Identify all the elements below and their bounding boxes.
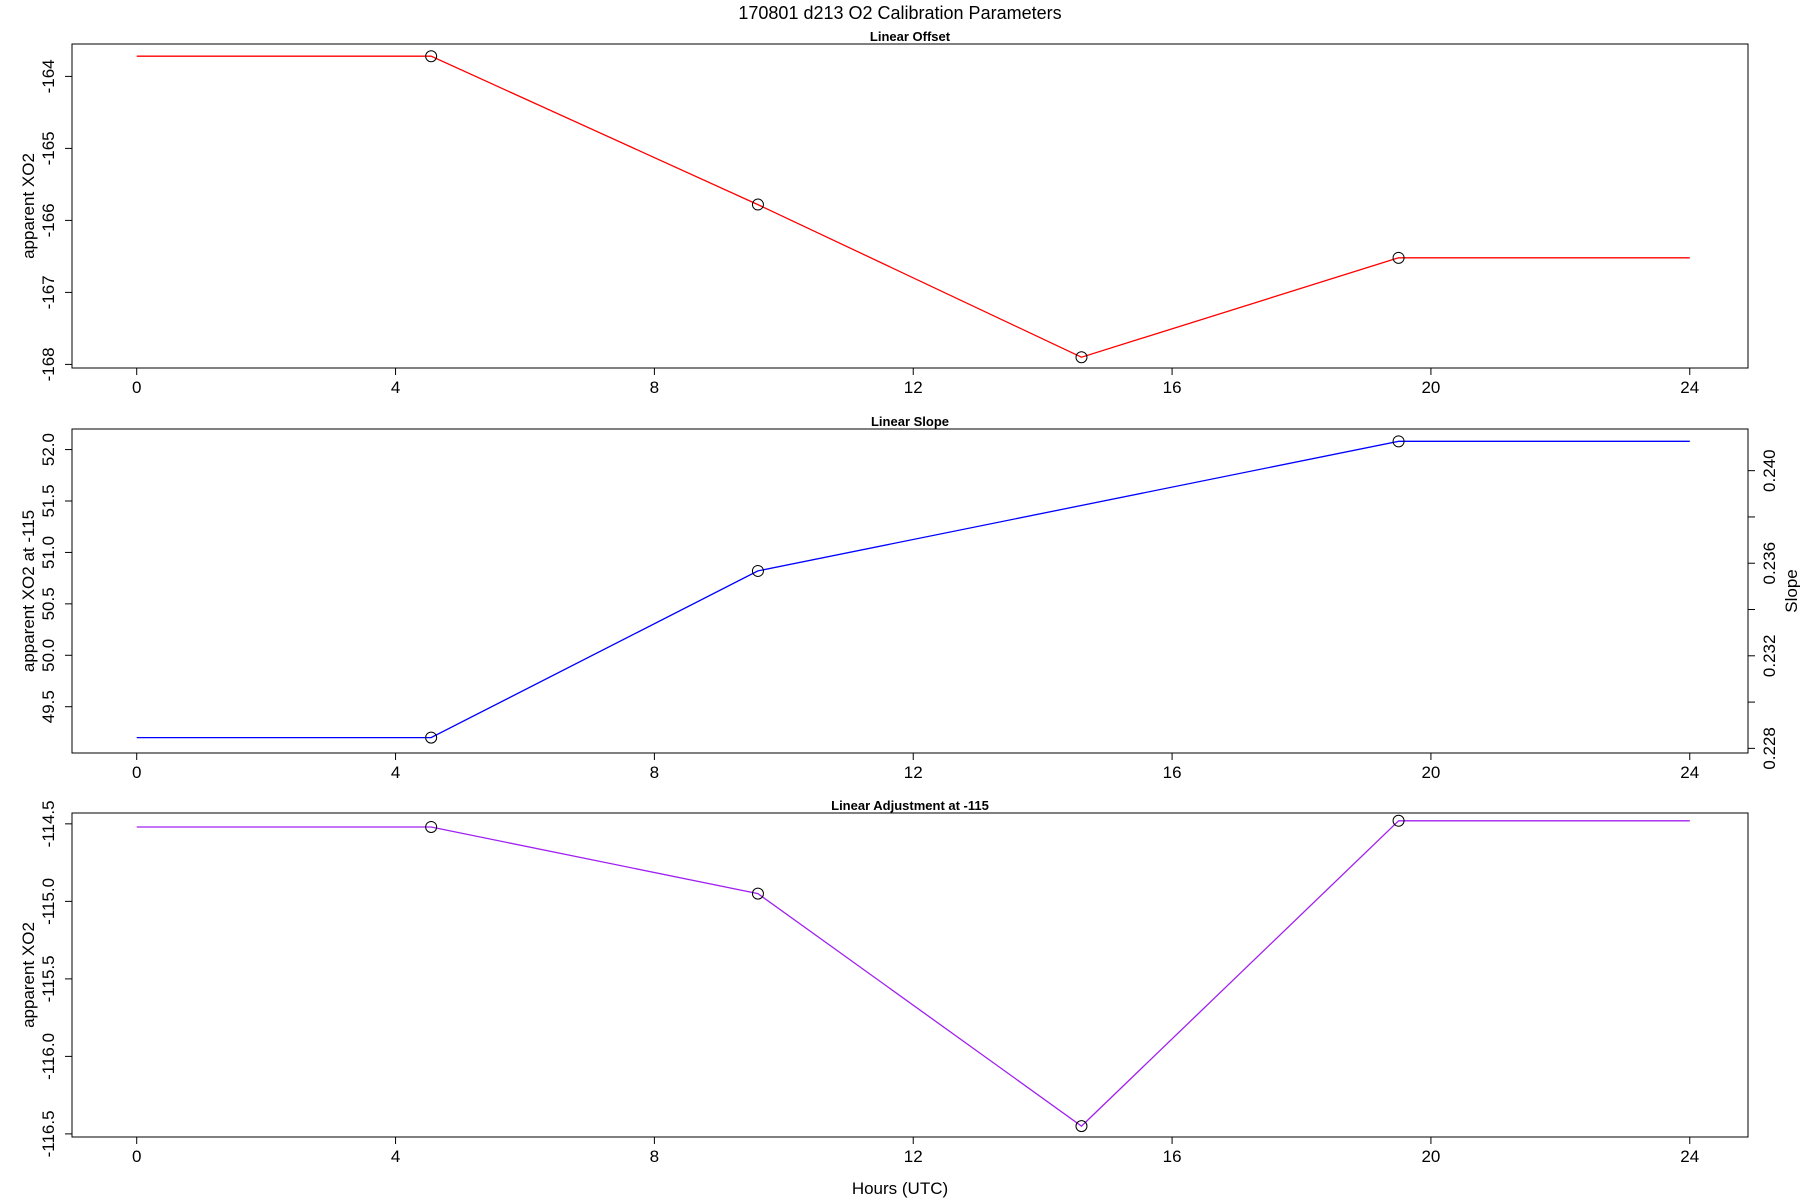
x-tick-label: 16 <box>1163 763 1182 782</box>
y-tick-label: -116.5 <box>39 1110 58 1157</box>
y-tick-label: -167 <box>39 275 58 309</box>
y-tick-label: -166 <box>39 203 58 237</box>
x-tick-label: 20 <box>1421 763 1440 782</box>
data-point <box>1075 351 1088 364</box>
x-tick-label: 24 <box>1680 378 1699 397</box>
y-tick-label: -165 <box>39 131 58 165</box>
x-tick-label: 12 <box>904 1147 923 1166</box>
panel-2: Linear Slope 0 4 8 12 16 20 24 49.5 50.0 50.5 51.0 5… <box>19 414 1800 782</box>
y-axis-label: apparent XO2 <box>19 153 38 259</box>
y-tick-label: -114.5 <box>39 800 58 847</box>
panel-title: Linear Slope <box>871 414 949 429</box>
series-line <box>136 820 1690 1127</box>
data-point <box>751 564 764 577</box>
x-tick-label: 24 <box>1680 1147 1699 1166</box>
x-tick-label: 24 <box>1680 763 1699 782</box>
y-tick-label: 51.5 <box>39 484 58 517</box>
x-axis-label: Hours (UTC) <box>852 1179 948 1198</box>
y-tick-label: 49.5 <box>39 690 58 723</box>
data-point <box>425 820 438 833</box>
panels: Linear Offset 0 4 8 12 16 20 24 -168 -167 -166 -165… <box>19 29 1800 1166</box>
y-tick-label: 52.0 <box>39 433 58 466</box>
y-axis-label: apparent XO2 at -115 <box>19 510 38 672</box>
x-tick-label: 16 <box>1163 1147 1182 1166</box>
panel-title: Linear Offset <box>870 29 951 44</box>
y-tick-label: -116.0 <box>39 1033 58 1080</box>
y-tick-label: 50.5 <box>39 587 58 620</box>
y-tick-label: -115.5 <box>39 955 58 1002</box>
x-tick-label: 8 <box>650 378 659 397</box>
x-tick-label: 20 <box>1421 1147 1440 1166</box>
y-tick-label: 51.0 <box>39 536 58 569</box>
x-tick-label: 16 <box>1163 378 1182 397</box>
data-point <box>1075 1120 1088 1133</box>
data-point <box>1392 435 1405 448</box>
data-point <box>751 887 764 900</box>
x-tick-label: 0 <box>132 1147 141 1166</box>
plot-frame <box>71 43 1749 369</box>
data-point <box>425 50 438 63</box>
x-tick-label: 0 <box>132 763 141 782</box>
y-axis-label: apparent XO2 <box>19 922 38 1028</box>
x-tick-label: 12 <box>904 763 923 782</box>
y-tick-label: -115.0 <box>39 878 58 925</box>
x-tick-label: 4 <box>391 763 400 782</box>
x-tick-label: 20 <box>1421 378 1440 397</box>
y-tick-label: -164 <box>39 59 58 93</box>
right-y-tick-label: 0.228 <box>1760 727 1779 770</box>
right-y-tick-label: 0.240 <box>1760 449 1779 492</box>
x-tick-label: 8 <box>650 1147 659 1166</box>
right-y-tick-label: 0.236 <box>1760 542 1779 585</box>
y-tick-label: 50.0 <box>39 639 58 672</box>
x-tick-label: 12 <box>904 378 923 397</box>
panel-3: Linear Adjustment at -115 0 4 8 12 16 20 24 -116… <box>19 798 1749 1166</box>
y-tick-label: -168 <box>39 347 58 381</box>
plot-frame <box>71 428 1749 754</box>
x-tick-label: 0 <box>132 378 141 397</box>
data-point <box>1392 814 1405 827</box>
plot-frame <box>71 812 1749 1138</box>
right-y-tick-label: 0.232 <box>1760 635 1779 678</box>
panel-1: Linear Offset 0 4 8 12 16 20 24 -168 -167 -166 -165… <box>19 29 1749 397</box>
series-line <box>136 55 1690 358</box>
series-line <box>136 440 1690 739</box>
data-point <box>1392 251 1405 264</box>
right-y-axis-label: Slope <box>1782 569 1800 612</box>
x-tick-label: 8 <box>650 763 659 782</box>
data-point <box>425 731 438 744</box>
data-point <box>751 198 764 211</box>
x-tick-label: 4 <box>391 378 400 397</box>
figure-title: 170801 d213 O2 Calibration Parameters <box>738 3 1061 23</box>
x-tick-label: 4 <box>391 1147 400 1166</box>
panel-title: Linear Adjustment at -115 <box>831 798 989 813</box>
